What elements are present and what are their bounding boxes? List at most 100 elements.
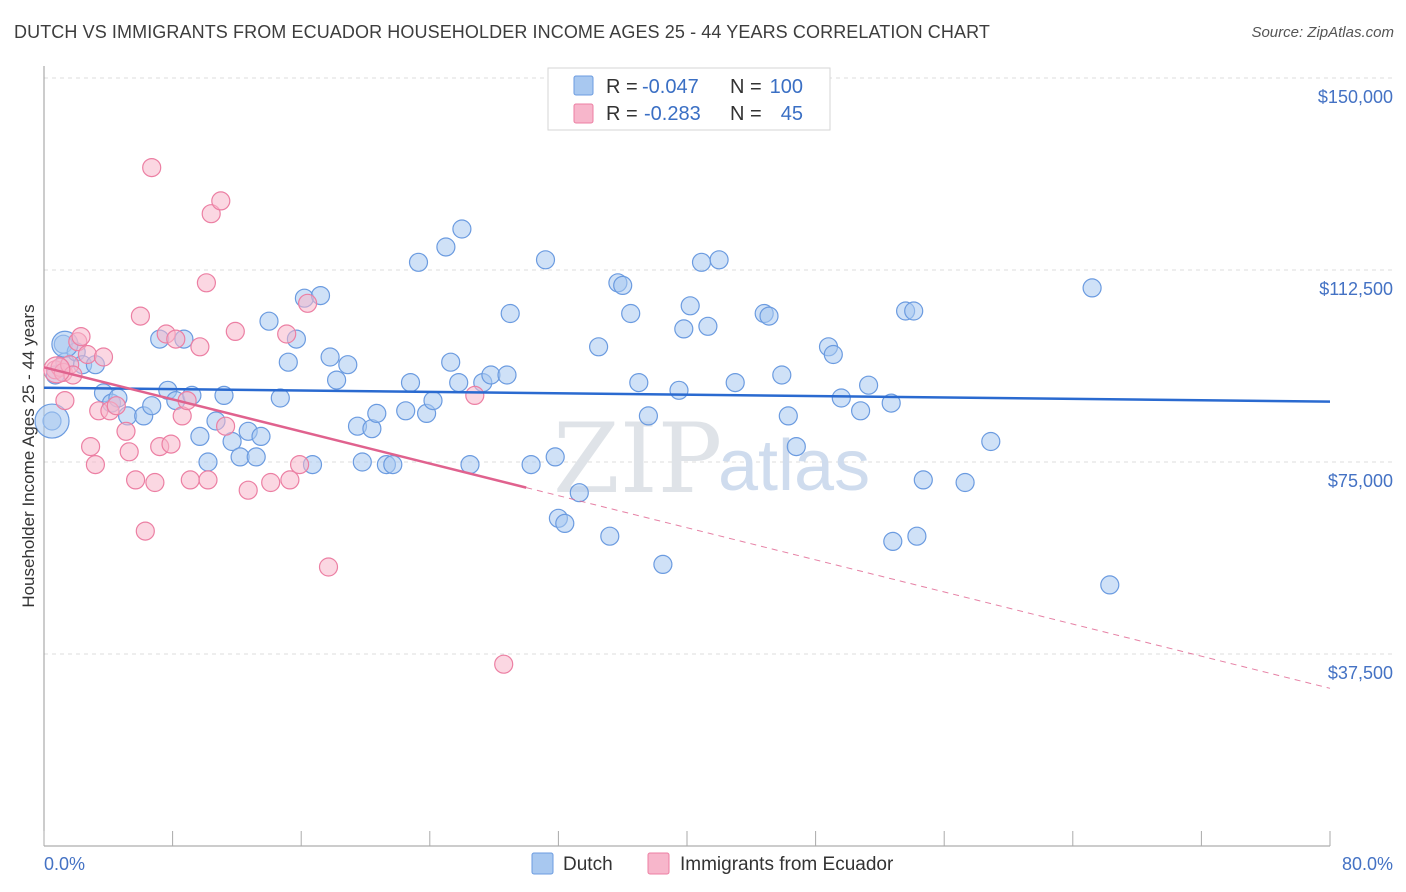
ecuador-point-30 — [196, 273, 216, 293]
watermark: ZIP atlas — [553, 403, 870, 515]
bottom-legend: Dutch Immigrants from Ecuador — [531, 852, 894, 875]
dutch-point-72 — [674, 319, 694, 339]
dutch-point-73 — [680, 296, 700, 316]
dutch-point-64 — [600, 526, 620, 546]
grid-lines — [44, 77, 1393, 655]
dutch-point-56 — [500, 303, 520, 324]
ecuador-point-28 — [180, 470, 200, 490]
dutch-trend-line — [43, 386, 1331, 403]
dutch-point-87 — [858, 375, 879, 395]
dutch-point-25 — [246, 447, 266, 467]
dutch-point-26 — [251, 426, 271, 446]
legend-r-label-dutch: R = — [606, 76, 638, 98]
legend-n-value-ecuador: 45 — [781, 103, 803, 125]
legend-n-value-dutch: 100 — [770, 76, 803, 98]
y-tick-label-2: $112,500 — [1319, 279, 1393, 299]
dutch-point-51 — [452, 219, 472, 239]
dutch-point-18 — [190, 426, 210, 446]
dutch-point-57 — [521, 455, 541, 475]
dutch-point-40 — [367, 403, 387, 423]
ecuador-point-10 — [85, 455, 106, 475]
dutch-point-95 — [981, 431, 1001, 452]
dutch-point-34 — [320, 347, 340, 367]
dutch-point-91 — [904, 301, 924, 321]
legend-swatch-dutch — [573, 75, 594, 96]
dutch-point-68 — [629, 373, 649, 393]
ecuador-point-14 — [106, 396, 126, 416]
ecuador-point-34 — [216, 416, 236, 436]
dutch-point-80 — [772, 365, 792, 385]
ecuador-point-44 — [494, 654, 514, 674]
dutch-point-49 — [441, 352, 461, 372]
legend-n-label-ecuador: N = — [730, 103, 762, 125]
ecuador-point-20 — [142, 158, 162, 178]
x-tick-label-max: 80.0% — [1342, 854, 1393, 874]
dutch-point-large-0 — [34, 403, 70, 439]
ecuador-point-17 — [126, 470, 146, 490]
dutch-point-50 — [449, 373, 469, 393]
y-tick-labels: $37,500 $75,000 $112,500 $150,000 — [1318, 87, 1393, 683]
dutch-point-97 — [1100, 575, 1120, 595]
dutch-point-44 — [400, 373, 421, 393]
dutch-point-67 — [621, 303, 641, 324]
ecuador-point-41 — [298, 293, 318, 313]
dutch-point-94 — [955, 472, 975, 493]
dutch-point-77 — [725, 373, 745, 393]
ecuador-point-18 — [130, 306, 150, 326]
bottom-legend-label-ecuador: Immigrants from Ecuador — [680, 854, 894, 875]
dutch-point-62 — [569, 483, 589, 503]
dutch-point-38 — [352, 452, 372, 472]
legend-n-label-dutch: N = — [730, 76, 762, 98]
ecuador-point-7 — [71, 327, 91, 347]
y-axis-title: Householder Income Ages 25 - 44 years — [19, 304, 38, 607]
dutch-point-36 — [338, 355, 358, 375]
dutch-point-81 — [778, 406, 798, 426]
trend-lines — [43, 366, 1331, 689]
dutch-point-61 — [555, 513, 575, 534]
dutch-point-55 — [497, 365, 517, 385]
ecuador-point-31 — [198, 470, 218, 490]
ecuador-point-38 — [277, 324, 297, 344]
dutch-point-86 — [850, 401, 871, 421]
dutch-point-27 — [259, 311, 279, 331]
dutch-point-79 — [759, 306, 779, 326]
ecuador-point-24 — [161, 434, 181, 454]
dutch-point-19 — [198, 452, 218, 472]
bottom-legend-swatch-dutch — [531, 852, 554, 875]
legend-r-label-ecuador: R = — [606, 103, 638, 125]
legend-r-value-ecuador: -0.283 — [644, 103, 701, 125]
dutch-point-42 — [383, 455, 403, 475]
dutch-point-35 — [327, 370, 347, 390]
dutch-point-84 — [823, 344, 843, 365]
source-label: Source: ZipAtlas.com — [1251, 24, 1394, 41]
dutch-point-63 — [588, 337, 609, 357]
bottom-legend-swatch-ecuador — [647, 852, 670, 875]
dutch-point-43 — [396, 401, 416, 421]
dutch-point-48 — [436, 237, 456, 257]
ecuador-point-36 — [238, 480, 258, 500]
legend-frame — [547, 67, 831, 131]
ecuador-point-12 — [93, 347, 114, 367]
dutch-point-58 — [535, 250, 556, 270]
ecuador-point-16 — [119, 442, 139, 462]
legend-box: R = -0.047 N = 100 R = -0.283 N = 45 — [547, 67, 831, 131]
ecuador-trend-extension — [526, 487, 1331, 689]
ecuador-point-40 — [290, 455, 310, 475]
bottom-legend-label-dutch: Dutch — [563, 854, 613, 875]
x-tick-label-min: 0.0% — [44, 854, 85, 874]
dutch-point-45 — [408, 252, 429, 272]
dutch-point-74 — [691, 252, 712, 272]
dutch-point-76 — [709, 250, 729, 270]
dutch-point-85 — [831, 388, 851, 408]
ecuador-points — [43, 158, 514, 674]
dutch-point-47 — [423, 391, 443, 411]
chart-title: DUTCH VS IMMIGRANTS FROM ECUADOR HOUSEHO… — [14, 22, 990, 42]
dutch-point-12 — [142, 396, 162, 416]
ecuador-point-29 — [190, 337, 210, 357]
dutch-point-28 — [270, 388, 290, 408]
ecuador-point-35 — [225, 321, 245, 341]
dutch-point-70 — [653, 554, 673, 575]
ecuador-point-15 — [116, 421, 136, 441]
ecuador-trend-line — [43, 366, 527, 489]
ecuador-point-32 — [201, 204, 221, 224]
